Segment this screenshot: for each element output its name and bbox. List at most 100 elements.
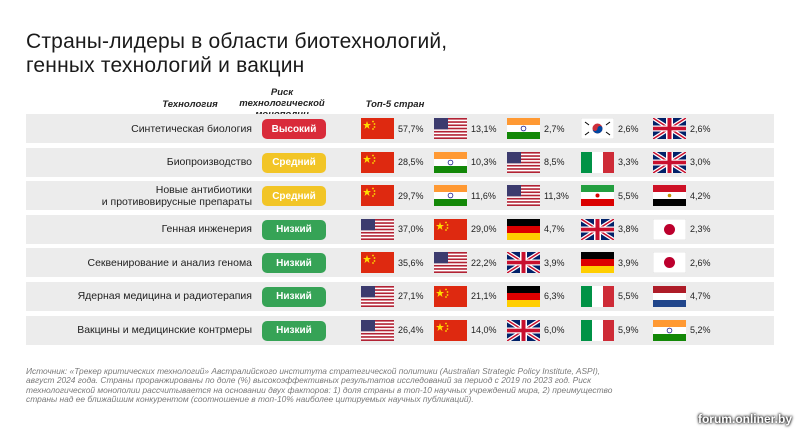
table-row: Вакцины и медицинские контрмеры Низкий 26,… [26,315,774,345]
source-note: Источник: «Трекер критических технологий… [26,366,613,405]
country-share: 27,1% [398,291,424,302]
usa-flag-icon [361,285,394,307]
egypt-flag-icon [653,185,686,207]
country-share: 2,6% [690,123,711,134]
country-cell: 14,0% [434,316,501,345]
technology-label: Биопроизводство [166,156,252,169]
risk-badge: Низкий [262,219,326,240]
china-flag-icon [361,185,394,207]
table-row: Ядерная медицина и радиотерапия Низкий 27,… [26,281,774,311]
country-cell: 5,9% [581,316,648,345]
table-row: Генная инженерия Низкий 37,0% 29,0% 4,7% 3,8%… [26,214,774,244]
table-row: Секвенирование и анализ генома Низкий 35,6… [26,248,774,278]
country-share: 4,7% [690,291,711,302]
country-share: 11,6% [471,190,496,201]
country-share: 2,7% [544,123,565,134]
netherlands-flag-icon [653,285,686,307]
table-row: Новые антибиотики и противовирусные преп… [26,181,774,211]
technology-label: Вакцины и медицинские контрмеры [77,324,252,337]
country-cell: 4,7% [653,282,720,311]
uk-flag-icon [507,319,540,341]
country-cell: 3,0% [653,148,720,177]
china-flag-icon [434,285,467,307]
usa-flag-icon [434,252,467,274]
title-line-1: Страны-лидеры в области биотехнологий, [26,30,448,53]
country-share: 10,3% [471,157,497,168]
technology-label: Генная инженерия [161,223,252,236]
country-cell: 35,6% [361,248,428,277]
country-share: 3,3% [618,157,639,168]
uk-flag-icon [653,118,686,139]
country-share: 21,1% [471,291,497,302]
country-cell: 2,6% [653,248,720,277]
italy-flag-icon [581,319,614,341]
china-flag-icon [361,252,394,274]
country-cell: 57,7% [361,114,428,143]
country-share: 6,0% [544,325,565,336]
technology-label: Новые антибиотики и противовирусные преп… [101,183,252,208]
usa-flag-icon [434,118,467,139]
country-cell: 13,1% [434,114,501,143]
country-share: 22,2% [471,257,497,268]
country-cell: 4,2% [653,181,720,210]
country-cell: 22,2% [434,248,501,277]
technology-label: Синтетическая биология [131,122,252,135]
country-share: 28,5% [398,157,424,168]
usa-flag-icon [507,185,540,207]
country-share: 6,3% [544,291,565,302]
japan-flag-icon [653,252,686,274]
india-flag-icon [653,319,686,341]
country-share: 2,6% [690,257,711,268]
country-share: 11,3% [544,190,569,201]
italy-flag-icon [581,151,614,173]
india-flag-icon [434,185,467,207]
watermark: forum.onliner.by [697,412,792,426]
country-cell: 28,5% [361,148,428,177]
country-share: 2,3% [690,224,711,235]
table-row: Биопроизводство Средний 28,5% 10,3% 8,5% 3,3%… [26,147,774,177]
technology-label: Ядерная медицина и радиотерапия [77,290,252,303]
china-flag-icon [361,151,394,173]
country-share: 5,2% [690,325,711,336]
country-cell: 29,0% [434,215,501,244]
country-cell: 2,7% [507,114,574,143]
usa-flag-icon [361,319,394,341]
country-cell: 6,0% [507,316,574,345]
country-cell: 3,9% [581,248,648,277]
header-top5: Топ-5 стран [365,99,425,110]
italy-flag-icon [581,285,614,307]
country-cell: 26,4% [361,316,428,345]
country-share: 4,2% [690,190,711,201]
country-share: 5,5% [618,291,639,302]
country-cell: 6,3% [507,282,574,311]
country-share: 5,5% [618,190,639,201]
country-cell: 2,3% [653,215,720,244]
country-cell: 27,1% [361,282,428,311]
country-share: 3,0% [690,157,711,168]
germany-flag-icon [581,252,614,274]
country-share: 29,0% [471,224,497,235]
country-cell: 5,5% [581,282,648,311]
japan-flag-icon [653,218,686,240]
page-title: Страны-лидеры в области биотехнологий, г… [26,30,447,78]
risk-badge: Средний [262,152,326,173]
country-cell: 5,2% [653,316,720,345]
leaders-table: Синтетическая биология Высокий 57,7% 13,1% 2… [26,114,774,349]
country-share: 5,9% [618,325,639,336]
germany-flag-icon [507,285,540,307]
country-cell: 10,3% [434,148,501,177]
uk-flag-icon [581,218,614,240]
country-cell: 37,0% [361,215,428,244]
header-technology: Технология [162,99,218,110]
uk-flag-icon [653,151,686,173]
usa-flag-icon [507,151,540,173]
country-cell: 21,1% [434,282,501,311]
country-share: 29,7% [398,190,424,201]
india-flag-icon [507,118,540,139]
country-share: 35,6% [398,257,424,268]
country-cell: 29,7% [361,181,428,210]
china-flag-icon [361,118,394,139]
country-cell: 11,6% [434,181,501,210]
risk-badge: Низкий [262,320,326,341]
country-share: 8,5% [544,157,565,168]
